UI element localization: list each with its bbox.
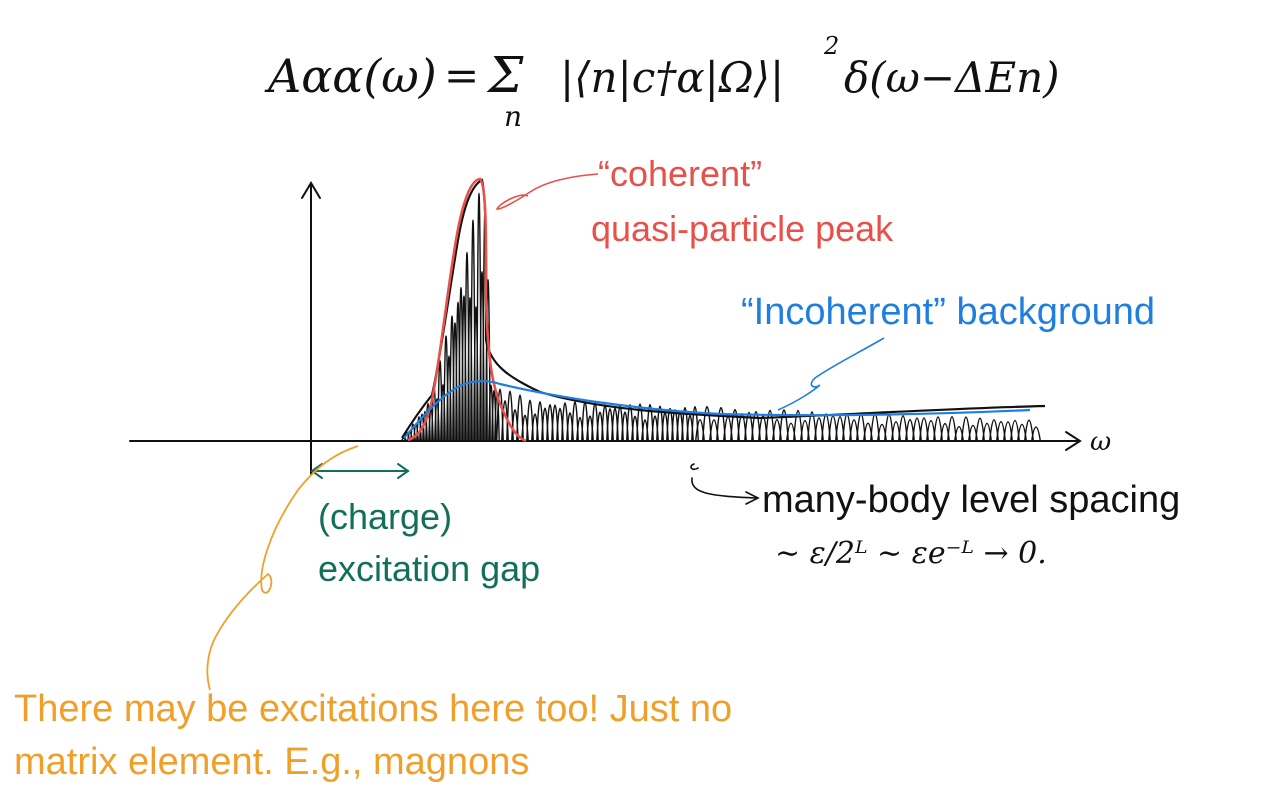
- delta-peak: [702, 405, 712, 441]
- coherent-label-line2: quasi-particle peak: [591, 208, 894, 249]
- incoherent-pointer: [777, 337, 885, 411]
- vertical-axis-arrow: [301, 181, 321, 199]
- delta-peak: [779, 409, 789, 441]
- omega-axis-arrow: [1065, 431, 1082, 451]
- coherent-pointer: [495, 173, 599, 210]
- gap-label-line2: excitation gap: [318, 548, 541, 589]
- formula-sum: Σ: [486, 46, 524, 104]
- delta-peak: [793, 409, 803, 441]
- delta-peaks: [401, 192, 1041, 441]
- excitations-pointer: [206, 445, 359, 691]
- delta-peak: [765, 409, 775, 441]
- delta-peak: [516, 394, 524, 441]
- delta-peak: [1031, 426, 1041, 441]
- note-line1: There may be excitations here too! Just …: [14, 688, 733, 730]
- formula-delta: δ(ω−ΔEn): [844, 53, 1060, 102]
- spectral-function-formula: Aαα(ω) = Σ n |⟨n|c†α|Ω⟩| 2 δ(ω−ΔEn): [264, 32, 1060, 133]
- level-spacing-label: many-body level spacing: [762, 479, 1181, 521]
- gap-arrow: [310, 463, 410, 479]
- coherent-label-line1: “coherent”: [598, 153, 763, 194]
- level-spacing-pointer: [690, 463, 760, 505]
- note-line2: matrix element. E.g., magnons: [14, 741, 530, 783]
- delta-peak: [434, 398, 440, 441]
- incoherent-label: “Incoherent” background: [741, 291, 1156, 333]
- coherent-peak-curve: [407, 177, 527, 443]
- formula-lhs: Aαα(ω): [264, 49, 437, 103]
- formula-matrix-element: |⟨n|c†α|Ω⟩|: [560, 53, 784, 102]
- axes: [129, 181, 1082, 475]
- delta-peak: [401, 437, 407, 441]
- delta-peak: [947, 416, 957, 441]
- incoherent-background-curve: [403, 380, 1031, 439]
- formula-power: 2: [823, 32, 839, 60]
- omega-axis-symbol: ω: [1090, 427, 1111, 457]
- formula-sum-index: n: [504, 100, 522, 133]
- formula-equals: =: [444, 51, 479, 100]
- gap-label-line1: (charge): [318, 496, 453, 537]
- level-spacing-scaling: ∼ ε/2ᴸ ∼ εe⁻ᴸ → 0.: [775, 536, 1047, 571]
